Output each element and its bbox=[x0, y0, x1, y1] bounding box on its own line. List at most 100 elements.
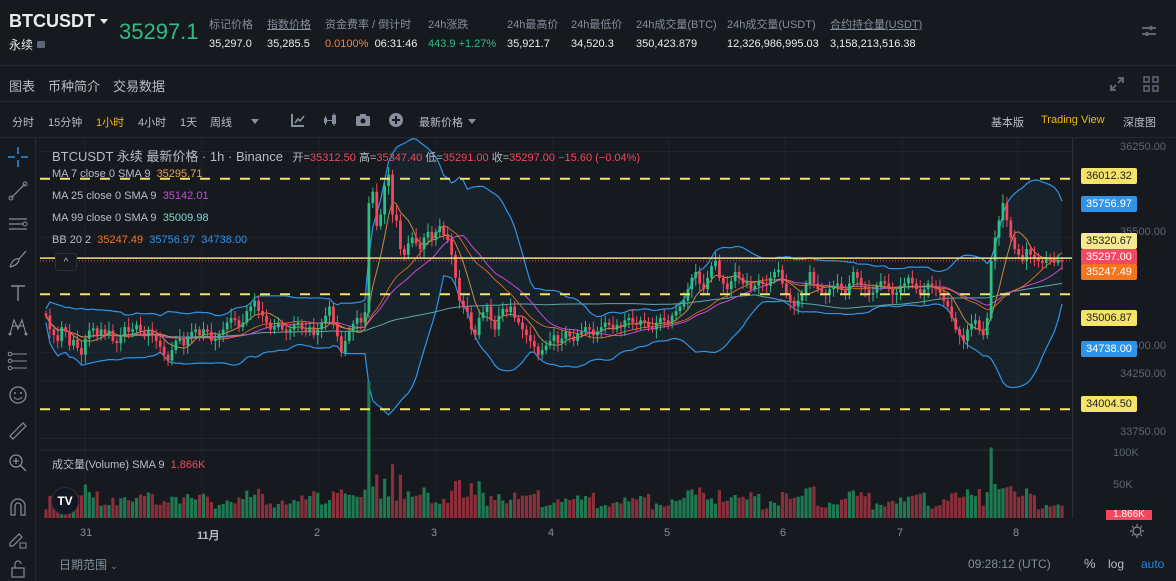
magnet-icon[interactable] bbox=[7, 496, 29, 518]
price-type-caret-icon[interactable] bbox=[468, 119, 476, 124]
text-icon[interactable] bbox=[7, 282, 29, 304]
collapse-legend-button[interactable]: ^ bbox=[55, 253, 77, 271]
gear-icon[interactable] bbox=[1130, 524, 1144, 538]
timeframe-1w[interactable]: 周线 bbox=[210, 117, 232, 129]
indicator-ma99[interactable]: MA 99 close 0 SMA 9 35009.98 bbox=[52, 212, 209, 224]
tab-trading-data[interactable]: 交易数据 bbox=[113, 79, 166, 94]
bb-mid-value: 35247.49 bbox=[97, 234, 144, 246]
stat-value: 34,520.3 bbox=[571, 38, 614, 50]
volume-tag: 1.866K bbox=[1106, 510, 1152, 520]
change-value: −15.60 (−0.04%) bbox=[558, 152, 641, 164]
ma25-value: 35142.01 bbox=[162, 190, 209, 202]
crosshair-icon[interactable] bbox=[7, 146, 29, 168]
low-label: 低= bbox=[425, 152, 443, 164]
tradingview-logo[interactable]: TV bbox=[51, 487, 79, 515]
symbol-selector[interactable]: BTCUSDT 永续 bbox=[9, 11, 108, 53]
open-value: 35312.50 bbox=[309, 152, 356, 164]
last-price: 35297.1 bbox=[119, 19, 199, 44]
emoji-icon[interactable] bbox=[7, 384, 29, 406]
view-depth[interactable]: 深度图 bbox=[1123, 117, 1156, 129]
time-tick: 11月 bbox=[197, 530, 220, 542]
pattern-icon[interactable] bbox=[7, 316, 29, 338]
layout-grid-icon[interactable] bbox=[1143, 76, 1159, 92]
ruler-icon[interactable] bbox=[7, 420, 29, 442]
brush-icon[interactable] bbox=[7, 248, 29, 270]
log-scale-toggle[interactable]: log bbox=[1108, 557, 1125, 571]
horizontal-lines-icon[interactable] bbox=[7, 214, 29, 236]
time-axis[interactable]: 31 11月 2 3 4 5 6 7 8 bbox=[40, 521, 1072, 545]
percent-scale-toggle[interactable]: % bbox=[1084, 556, 1096, 571]
drawing-toolbar bbox=[0, 138, 36, 581]
auto-scale-toggle[interactable]: auto bbox=[1141, 557, 1165, 571]
time-tick: 6 bbox=[780, 527, 787, 539]
price-type-select[interactable]: 最新价格 bbox=[419, 117, 463, 129]
add-icon[interactable] bbox=[388, 112, 404, 128]
chart-legend: BTCUSDT 永续 最新价格 · 1h · Binance 开=35312.5… bbox=[52, 146, 640, 165]
indicator-ma7[interactable]: MA 7 close 0 SMA 9 35295.71 bbox=[52, 168, 202, 180]
timeframe-time[interactable]: 分时 bbox=[12, 117, 34, 129]
price-axis[interactable]: 36250.00 35500.00 34500.00 34250.00 33750.00… bbox=[1072, 138, 1176, 518]
price-tag: 35297.00 bbox=[1081, 249, 1137, 265]
indicator-bb[interactable]: BB 20 2 35247.49 35756.97 34738.00 bbox=[52, 234, 247, 246]
stat-0: 标记价格 35,297.0 bbox=[209, 16, 253, 50]
price-chart[interactable] bbox=[40, 138, 1072, 518]
symbol-name[interactable]: BTCUSDT bbox=[9, 11, 95, 31]
time-tick: 7 bbox=[897, 527, 904, 539]
price-tag: 35247.49 bbox=[1081, 264, 1137, 280]
stat-label: 合约持仓量(USDT) bbox=[830, 19, 923, 31]
tab-coin-info[interactable]: 币种简介 bbox=[48, 79, 101, 94]
camera-icon[interactable] bbox=[355, 112, 371, 128]
stat-value: 35,297.0 bbox=[209, 38, 252, 50]
date-range-button[interactable]: 日期范围 ⌄ bbox=[59, 556, 118, 573]
volume-label: 成交量(Volume) SMA 9 bbox=[52, 459, 165, 471]
stat-value: 35,921.7 bbox=[507, 38, 550, 50]
indicators-icon[interactable] bbox=[290, 112, 306, 128]
lock-drawing-icon[interactable] bbox=[7, 528, 29, 550]
bb-label: BB 20 2 bbox=[52, 234, 92, 246]
price-tag: 35756.97 bbox=[1081, 196, 1137, 212]
caret-down-icon[interactable] bbox=[100, 19, 108, 24]
sliders-icon[interactable] bbox=[1142, 24, 1156, 38]
trend-line-icon[interactable] bbox=[7, 180, 29, 202]
view-basic[interactable]: 基本版 bbox=[991, 117, 1024, 129]
high-label: 高= bbox=[358, 152, 377, 164]
candlestick-chart[interactable] bbox=[40, 138, 1072, 518]
date-range-label: 日期范围 bbox=[59, 558, 108, 572]
fullscreen-icon[interactable] bbox=[1109, 76, 1125, 92]
timeframe-1h[interactable]: 1小时 bbox=[96, 117, 125, 129]
unlock-icon[interactable] bbox=[7, 558, 29, 580]
tab-chart[interactable]: 图表 bbox=[9, 79, 36, 94]
more-timeframes-icon[interactable] bbox=[251, 119, 259, 124]
stat-value: 0.0100% 06:31:46 bbox=[325, 38, 418, 50]
time-tick: 2 bbox=[314, 527, 321, 539]
candle-type-icon[interactable] bbox=[322, 112, 338, 128]
stat-1[interactable]: 指数价格 35,285.5 bbox=[267, 16, 311, 50]
chart-toolbar: 分时 15分钟 1小时 4小时 1天 周线 最新价格 基本版 Trading V… bbox=[0, 102, 1176, 138]
stat-value: 12,326,986,995.03 bbox=[727, 38, 819, 50]
stat-label: 指数价格 bbox=[267, 19, 311, 31]
time-tick: 3 bbox=[431, 527, 438, 539]
timeframe-1d[interactable]: 1天 bbox=[180, 117, 198, 129]
stat-8[interactable]: 合约持仓量(USDT) 3,158,213,516.38 bbox=[830, 16, 922, 50]
stat-label: 资金费率 / 倒计时 bbox=[325, 19, 412, 31]
timeframe-15m[interactable]: 15分钟 bbox=[48, 117, 83, 129]
fib-icon[interactable] bbox=[7, 350, 29, 372]
zoom-in-icon[interactable] bbox=[7, 452, 29, 474]
close-label: 收= bbox=[491, 152, 510, 164]
stat-label: 标记价格 bbox=[209, 19, 253, 31]
indicator-ma25[interactable]: MA 25 close 0 SMA 9 35142.01 bbox=[52, 190, 209, 202]
price-tag: 34004.50 bbox=[1081, 396, 1137, 412]
time-tick: 5 bbox=[664, 527, 671, 539]
stat-7: 24h成交量(USDT) 12,326,986,995.03 bbox=[727, 16, 819, 50]
timeframe-4h[interactable]: 4小时 bbox=[138, 117, 167, 129]
volume-tick: 100K bbox=[1113, 447, 1139, 459]
ma99-label: MA 99 close 0 SMA 9 bbox=[52, 212, 157, 224]
price-tag: 35006.87 bbox=[1081, 310, 1137, 326]
stat-label: 24h最高价 bbox=[507, 19, 559, 31]
contract-badge-icon bbox=[37, 41, 46, 48]
chart-tabs: 图表 币种简介 交易数据 bbox=[0, 66, 1176, 102]
view-tradingview[interactable]: Trading View bbox=[1041, 114, 1105, 126]
stat-2: 资金费率 / 倒计时 0.0100% 06:31:46 bbox=[325, 16, 417, 50]
ma7-value: 35295.71 bbox=[156, 168, 203, 180]
stat-4: 24h最高价 35,921.7 bbox=[507, 16, 558, 50]
